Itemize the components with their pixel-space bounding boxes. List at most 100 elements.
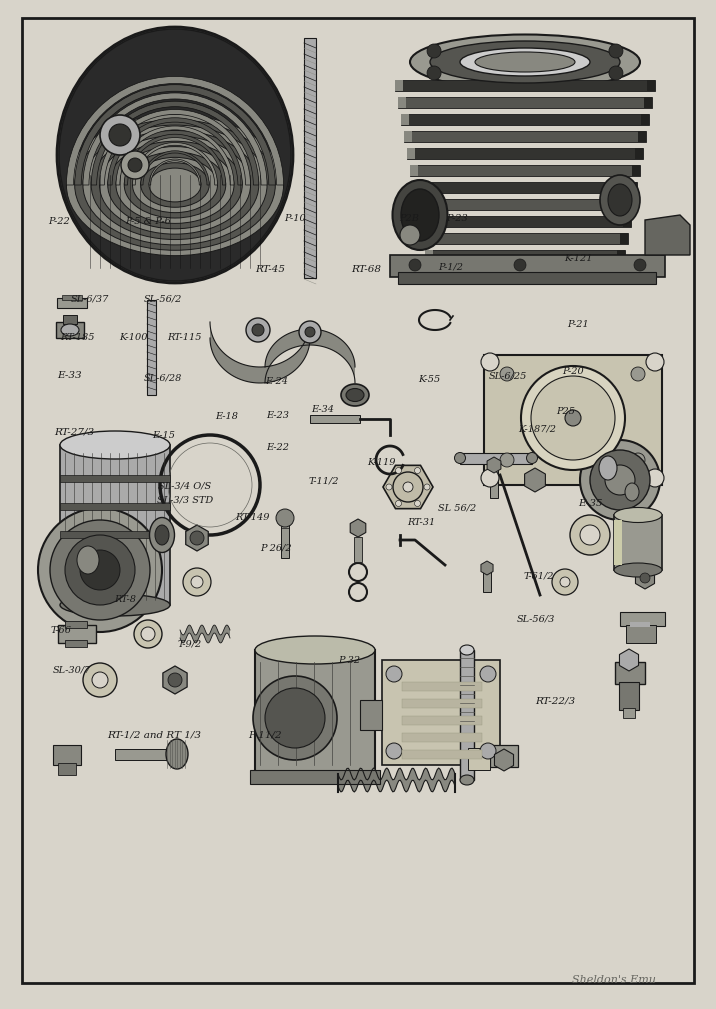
Circle shape <box>570 515 610 555</box>
Text: E-35: E-35 <box>579 499 603 508</box>
Text: E-18: E-18 <box>215 413 238 421</box>
Circle shape <box>134 620 162 648</box>
Ellipse shape <box>116 146 234 223</box>
Text: P2B: P2B <box>400 215 420 223</box>
Polygon shape <box>636 567 654 589</box>
Bar <box>635 148 643 159</box>
Circle shape <box>605 465 635 495</box>
Bar <box>402 750 482 759</box>
Polygon shape <box>383 465 433 509</box>
Bar <box>382 660 500 765</box>
Circle shape <box>168 673 182 687</box>
Ellipse shape <box>67 114 284 255</box>
Bar <box>304 38 316 278</box>
Circle shape <box>424 484 430 490</box>
Circle shape <box>109 124 131 146</box>
Ellipse shape <box>150 518 175 553</box>
Bar <box>641 114 649 125</box>
Ellipse shape <box>614 508 662 523</box>
Bar <box>57 298 87 308</box>
Ellipse shape <box>341 384 369 406</box>
Circle shape <box>141 627 155 641</box>
Bar <box>250 770 380 784</box>
Bar <box>490 745 518 767</box>
Text: SL-56/2: SL-56/2 <box>144 295 183 303</box>
Ellipse shape <box>166 739 188 769</box>
Text: K-100: K-100 <box>119 333 147 341</box>
Bar <box>395 80 655 91</box>
Wedge shape <box>67 77 284 185</box>
Ellipse shape <box>346 388 364 402</box>
Circle shape <box>80 550 120 590</box>
Bar <box>422 233 628 244</box>
Ellipse shape <box>599 456 617 480</box>
Bar <box>483 570 491 592</box>
Ellipse shape <box>60 594 170 616</box>
Text: P-22: P-22 <box>48 218 69 226</box>
Circle shape <box>565 410 581 426</box>
Text: P-10: P-10 <box>284 215 306 223</box>
Bar <box>407 148 643 159</box>
Circle shape <box>246 318 270 342</box>
Circle shape <box>65 535 135 605</box>
Circle shape <box>415 500 420 507</box>
Bar <box>60 531 170 538</box>
Bar <box>115 749 177 760</box>
Text: SL-3/3 STD: SL-3/3 STD <box>157 496 213 504</box>
Ellipse shape <box>77 546 99 574</box>
Text: P-23: P-23 <box>446 215 468 223</box>
Bar <box>58 625 96 643</box>
Wedge shape <box>141 150 209 185</box>
Circle shape <box>481 469 499 487</box>
Ellipse shape <box>460 775 474 785</box>
Bar <box>422 233 430 244</box>
Bar <box>402 682 482 691</box>
Bar <box>402 733 482 742</box>
Bar <box>413 182 421 193</box>
Circle shape <box>92 672 108 688</box>
Text: K-121: K-121 <box>564 254 593 262</box>
Circle shape <box>183 568 211 596</box>
Ellipse shape <box>625 483 639 501</box>
Bar <box>281 520 289 558</box>
Text: T-9/2: T-9/2 <box>178 640 202 648</box>
Bar <box>65 640 87 647</box>
Text: RT-115: RT-115 <box>168 333 202 341</box>
Circle shape <box>580 525 600 545</box>
Circle shape <box>395 467 402 473</box>
Bar <box>419 216 427 227</box>
Text: E-22: E-22 <box>266 444 289 452</box>
Circle shape <box>386 743 402 759</box>
Bar <box>644 97 652 108</box>
Circle shape <box>480 666 496 682</box>
Bar <box>255 650 375 780</box>
Circle shape <box>191 576 203 588</box>
Bar <box>404 131 646 142</box>
Text: E-34: E-34 <box>311 406 334 414</box>
Polygon shape <box>645 215 690 255</box>
Polygon shape <box>495 749 513 771</box>
Circle shape <box>252 324 264 336</box>
Bar <box>626 625 656 643</box>
Bar <box>62 295 82 300</box>
Bar <box>360 700 382 730</box>
Text: SL-6/37: SL-6/37 <box>71 295 110 303</box>
Text: P-20: P-20 <box>562 367 584 375</box>
Circle shape <box>299 321 321 343</box>
Bar <box>425 250 433 261</box>
Text: K-55: K-55 <box>418 375 441 383</box>
Bar <box>416 199 424 210</box>
Text: RT-1/2 and RT 1/3: RT-1/2 and RT 1/3 <box>107 731 201 739</box>
Ellipse shape <box>57 27 293 283</box>
Circle shape <box>409 259 421 271</box>
Circle shape <box>190 531 204 545</box>
Text: RT-68: RT-68 <box>352 265 382 273</box>
Ellipse shape <box>401 189 439 241</box>
Bar <box>484 355 662 485</box>
Bar <box>632 165 640 176</box>
Text: E-15: E-15 <box>152 432 175 440</box>
Circle shape <box>480 743 496 759</box>
Bar <box>65 621 87 628</box>
Ellipse shape <box>455 452 465 463</box>
Circle shape <box>427 66 441 80</box>
